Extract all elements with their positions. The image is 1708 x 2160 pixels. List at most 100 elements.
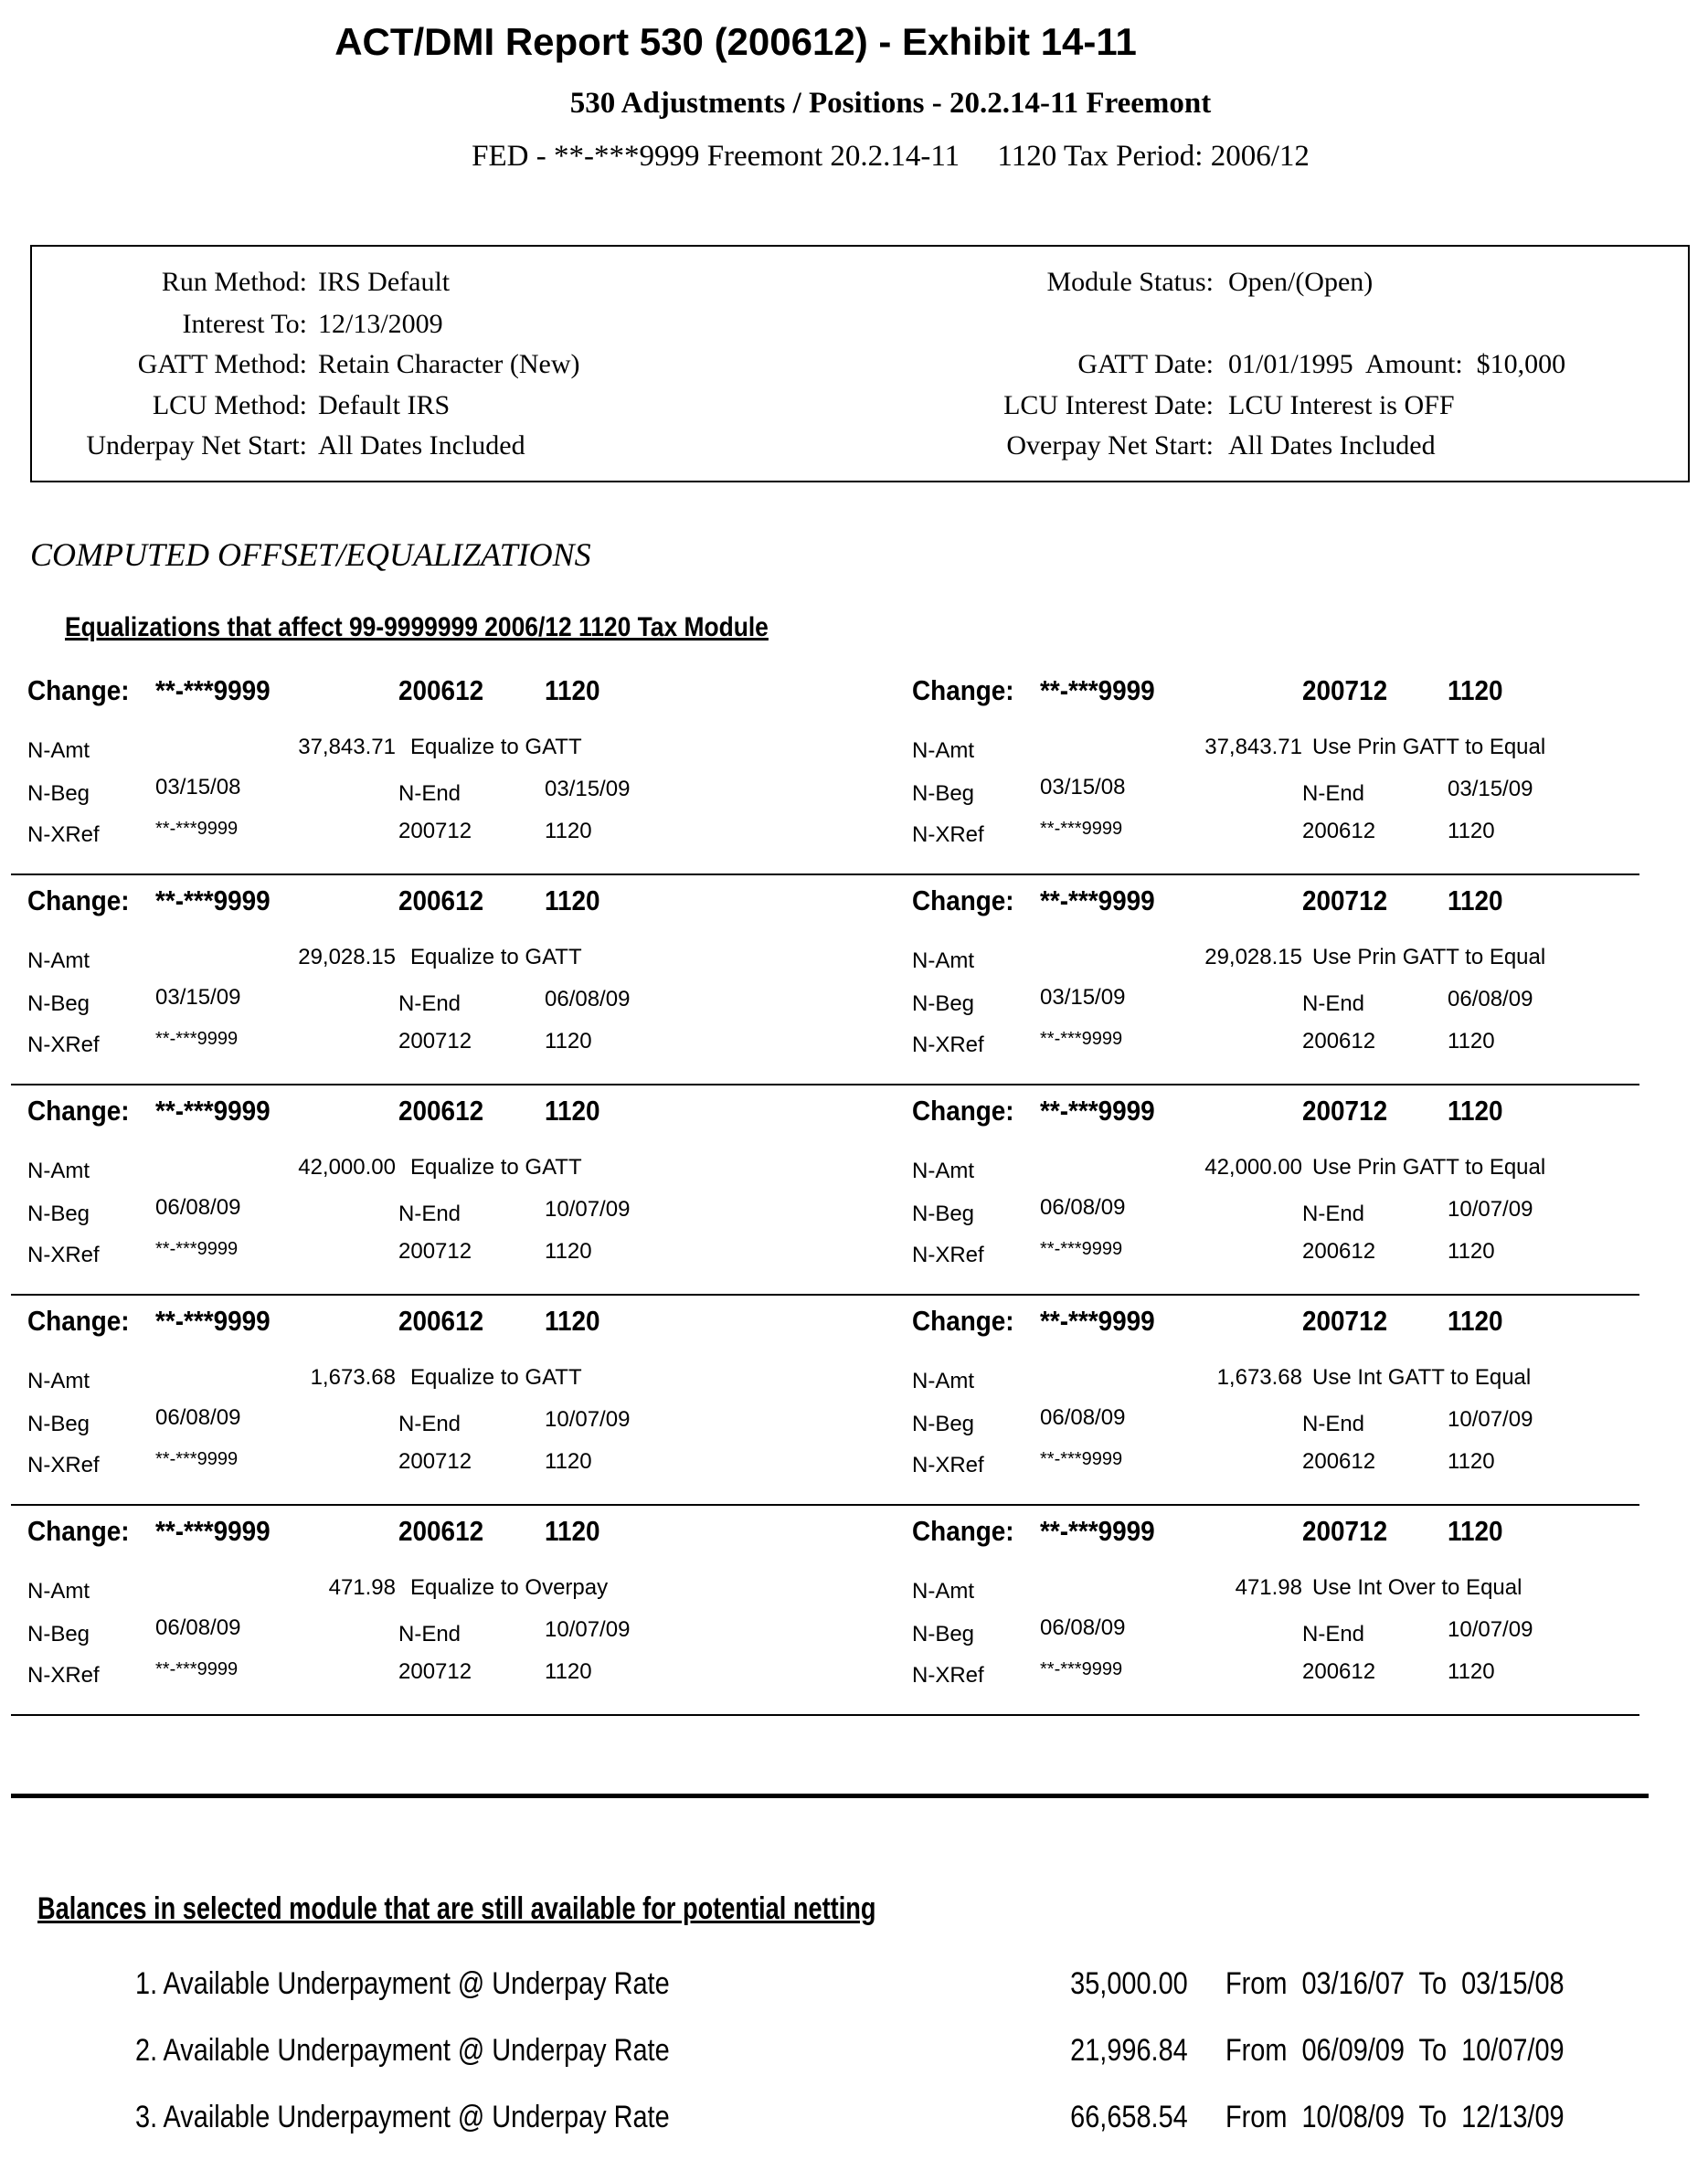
section-title: COMPUTED OFFSET/EQUALIZATIONS: [30, 536, 591, 573]
beg-label: N-Beg: [27, 1202, 90, 1226]
xref-label: N-XRef: [27, 1243, 100, 1267]
beg-label: N-Beg: [27, 1412, 90, 1436]
amt-label: N-Amt: [27, 1369, 90, 1393]
amt-label: N-Amt: [27, 738, 90, 763]
beg-date: 06/08/09: [1040, 1405, 1126, 1430]
amt-label: N-Amt: [912, 1369, 974, 1393]
xref-label: N-XRef: [912, 1032, 984, 1057]
description: Use Int Over to Equal: [1312, 1575, 1522, 1600]
description: Use Prin GATT to Equal: [1312, 735, 1546, 759]
divider: [11, 1794, 1649, 1798]
description: Use Int GATT to Equal: [1312, 1365, 1532, 1390]
end-date: 10/07/09: [545, 1197, 631, 1222]
xref-period: 200712: [398, 1029, 472, 1054]
beg-label: N-Beg: [27, 781, 90, 806]
xref-period: 200712: [398, 819, 472, 843]
change-label: Change:: [912, 674, 1014, 706]
change-label: Change:: [27, 674, 130, 706]
xref-tin: **-***9999: [1040, 1029, 1123, 1049]
xref-tin: **-***9999: [155, 1659, 239, 1679]
balance-amount: 35,000.00: [1070, 1966, 1188, 2001]
end-label: N-End: [1302, 1202, 1365, 1226]
amount: 1,673.68: [1216, 1365, 1302, 1390]
change-form: 1120: [1448, 1095, 1503, 1127]
beg-date: 06/08/09: [155, 1615, 241, 1640]
xref-period: 200712: [398, 1239, 472, 1264]
change-period: 200612: [398, 674, 484, 706]
beg-date: 03/15/08: [155, 775, 241, 799]
amt-label: N-Amt: [27, 1579, 90, 1604]
description: Equalize to Overpay: [410, 1575, 609, 1600]
xref-tin: **-***9999: [1040, 819, 1123, 839]
balance-amount: 21,996.84: [1070, 2033, 1188, 2068]
xref-form: 1120: [1448, 1239, 1495, 1264]
amount: 471.98: [1235, 1575, 1302, 1600]
beg-date: 06/08/09: [1040, 1195, 1126, 1220]
setting-label: LCU Interest Date:: [1003, 390, 1214, 420]
amt-label: N-Amt: [912, 1579, 974, 1604]
balance-label: 1. Available Underpayment @ Underpay Rat…: [135, 1966, 670, 2001]
change-label: Change:: [27, 1515, 130, 1547]
setting-value: All Dates Included: [318, 430, 525, 461]
change-period: 200712: [1302, 884, 1388, 916]
xref-label: N-XRef: [27, 1453, 100, 1477]
xref-period: 200612: [1302, 1449, 1376, 1474]
end-label: N-End: [1302, 1622, 1365, 1646]
description: Equalize to GATT: [410, 945, 582, 969]
xref-form: 1120: [545, 1029, 592, 1054]
beg-date: 03/15/09: [1040, 985, 1126, 1010]
change-tin: **-***9999: [1040, 1305, 1155, 1337]
change-tin: **-***9999: [155, 884, 271, 916]
change-period: 200612: [398, 1095, 484, 1127]
setting-label: Interest To:: [182, 309, 307, 339]
amt-label: N-Amt: [912, 738, 974, 763]
change-label: Change:: [912, 884, 1014, 916]
change-tin: **-***9999: [1040, 884, 1155, 916]
xref-period: 200612: [1302, 1239, 1376, 1264]
beg-date: 03/15/09: [155, 985, 241, 1010]
end-label: N-End: [398, 1412, 461, 1436]
report-title: ACT/DMI Report 530 (200612) - Exhibit 14…: [334, 20, 1137, 63]
xref-period: 200712: [398, 1449, 472, 1474]
beg-date: 06/08/09: [155, 1195, 241, 1220]
balance-range: From 06/09/09 To 10/07/09: [1225, 2033, 1565, 2068]
balance-label: 2. Available Underpayment @ Underpay Rat…: [135, 2033, 670, 2068]
amount: 471.98: [328, 1575, 396, 1600]
xref-tin: **-***9999: [1040, 1239, 1123, 1259]
setting-label: Overpay Net Start:: [1006, 430, 1214, 461]
amt-label: N-Amt: [27, 1159, 90, 1183]
setting-value: 12/13/2009: [318, 309, 443, 339]
xref-form: 1120: [1448, 819, 1495, 843]
amount: 1,673.68: [310, 1365, 396, 1390]
change-form: 1120: [545, 674, 600, 706]
xref-period: 200612: [1302, 1029, 1376, 1054]
xref-label: N-XRef: [912, 822, 984, 847]
beg-label: N-Beg: [912, 781, 975, 806]
xref-period: 200712: [398, 1659, 472, 1684]
description: Equalize to GATT: [410, 1365, 582, 1390]
xref-label: N-XRef: [912, 1663, 984, 1688]
change-tin: **-***9999: [155, 1095, 271, 1127]
change-tin: **-***9999: [155, 1515, 271, 1547]
change-tin: **-***9999: [155, 1305, 271, 1337]
xref-tin: **-***9999: [155, 1449, 239, 1469]
xref-form: 1120: [545, 1449, 592, 1474]
end-date: 06/08/09: [545, 987, 631, 1011]
xref-label: N-XRef: [27, 822, 100, 847]
change-form: 1120: [545, 884, 600, 916]
change-form: 1120: [545, 1095, 600, 1127]
end-label: N-End: [398, 1202, 461, 1226]
change-form: 1120: [545, 1515, 600, 1547]
beg-label: N-Beg: [912, 1622, 975, 1646]
beg-label: N-Beg: [27, 1622, 90, 1646]
setting-value: LCU Interest is OFF: [1228, 390, 1455, 420]
beg-label: N-Beg: [912, 1412, 975, 1436]
xref-label: N-XRef: [912, 1243, 984, 1267]
description: Equalize to GATT: [410, 1155, 582, 1180]
setting-value: IRS Default: [318, 267, 451, 297]
amt-label: N-Amt: [912, 948, 974, 973]
setting-value: Default IRS: [318, 390, 451, 420]
report-subtitle: 530 Adjustments / Positions - 20.2.14-11…: [569, 87, 1212, 120]
xref-form: 1120: [545, 1659, 592, 1684]
xref-form: 1120: [1448, 1029, 1495, 1054]
